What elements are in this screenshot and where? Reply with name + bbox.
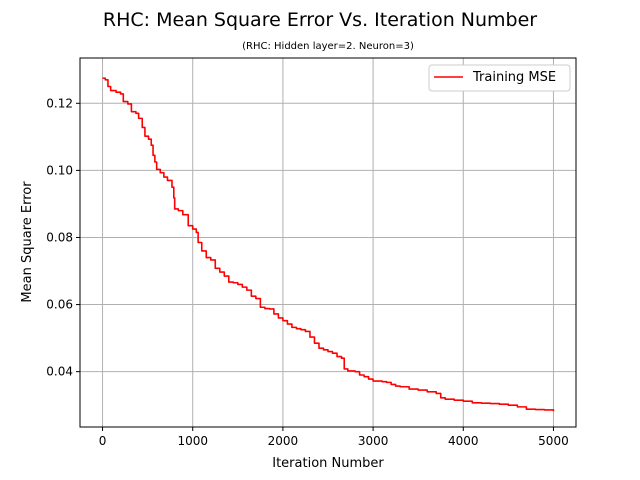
y-tick-label: 0.08 [46, 230, 73, 244]
x-tick-label: 0 [99, 434, 107, 448]
chart-title: RHC: Mean Square Error Vs. Iteration Num… [103, 9, 537, 31]
y-tick-label: 0.04 [46, 365, 73, 379]
series-layer [102, 77, 555, 412]
legend: Training MSE [428, 64, 571, 92]
plot-frame [79, 57, 577, 428]
chart-subtitle: (RHC: Hidden layer=2. Neuron=3) [242, 41, 414, 52]
x-tick-label: 1000 [177, 434, 208, 448]
y-axis-label: Mean Square Error [20, 181, 35, 303]
y-tick-label: 0.12 [46, 96, 73, 110]
x-tick-label: 4000 [448, 434, 479, 448]
x-tick-label: 3000 [358, 434, 389, 448]
axis-ticks: 0 1000 2000 3000 4000 5000 0.04 0.06 0.08 0.10 0.1… [46, 96, 568, 448]
x-tick-label: 2000 [268, 434, 299, 448]
legend-box [428, 64, 571, 92]
x-axis-label: Iteration Number [272, 456, 384, 471]
series-line-training-mse [102, 77, 555, 412]
y-tick-label: 0.10 [46, 163, 73, 177]
y-tick-label: 0.06 [46, 298, 73, 312]
x-tick-label: 5000 [538, 434, 569, 448]
grid-lines [80, 58, 576, 427]
legend-label: Training MSE [472, 70, 556, 85]
